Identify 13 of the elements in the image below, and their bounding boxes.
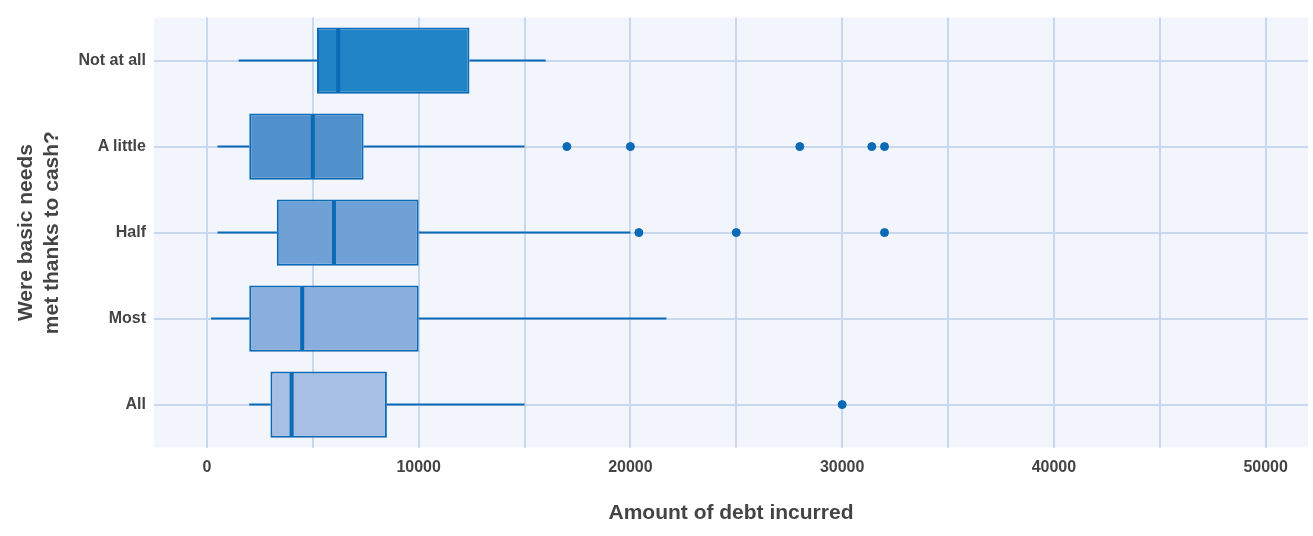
x-tick-label: 40000 bbox=[1031, 457, 1077, 475]
x-tick-label: 50000 bbox=[1243, 457, 1288, 475]
x-axis-title: Amount of debt incurred bbox=[608, 500, 854, 524]
x-tick-label: 10000 bbox=[396, 457, 441, 475]
y-tick-label: Not at all bbox=[78, 51, 146, 69]
y-axis-title: Were basic needs met thanks to cash? bbox=[13, 131, 62, 335]
x-tick-label: 20000 bbox=[608, 457, 653, 475]
y-tick-label: Half bbox=[115, 223, 147, 241]
y-tick-label: A little bbox=[97, 137, 147, 155]
x-tick-label: 30000 bbox=[819, 457, 865, 475]
y-tick-label: Most bbox=[108, 309, 147, 327]
y-tick-label: All bbox=[125, 395, 146, 413]
x-tick-label: 0 bbox=[202, 457, 212, 475]
